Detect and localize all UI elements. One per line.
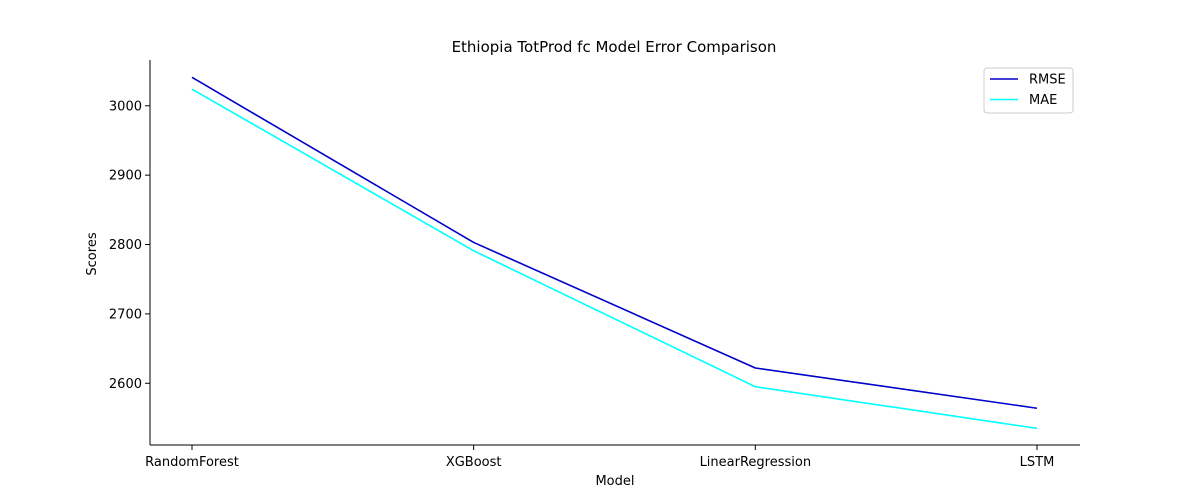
x-tick-label: LSTM: [1020, 455, 1055, 470]
y-tick-label: 3000: [109, 99, 142, 114]
chart-title: Ethiopia TotProd fc Model Error Comparis…: [452, 38, 777, 56]
y-ticks: 2600 2700 2800 2900 3000: [109, 99, 150, 392]
y-tick-label: 2800: [109, 238, 142, 253]
legend-label-mae: MAE: [1029, 93, 1057, 108]
y-axis-label: Scores: [85, 232, 100, 275]
x-tick-label: XGBoost: [446, 455, 502, 470]
plot-area: 2600 2700 2800 2900 3000 RandomForest XGBoost…: [109, 60, 1080, 470]
legend-items: RMSE MAE: [990, 73, 1066, 108]
legend-label-rmse: RMSE: [1029, 73, 1066, 88]
series-lines: [191, 76, 1038, 430]
x-tick-label: RandomForest: [145, 455, 239, 470]
series-line-rmse: [191, 76, 1038, 410]
legend: RMSE MAE: [983, 67, 1074, 114]
y-tick-label: 2600: [109, 377, 142, 392]
x-axis-label: Model: [595, 474, 634, 489]
x-ticks: RandomForest XGBoost LinearRegression LSTM: [145, 445, 1054, 470]
y-tick-label: 2700: [109, 307, 142, 322]
series-line-mae: [191, 88, 1038, 430]
x-tick-label: LinearRegression: [700, 455, 812, 470]
y-tick-label: 2900: [109, 169, 142, 184]
